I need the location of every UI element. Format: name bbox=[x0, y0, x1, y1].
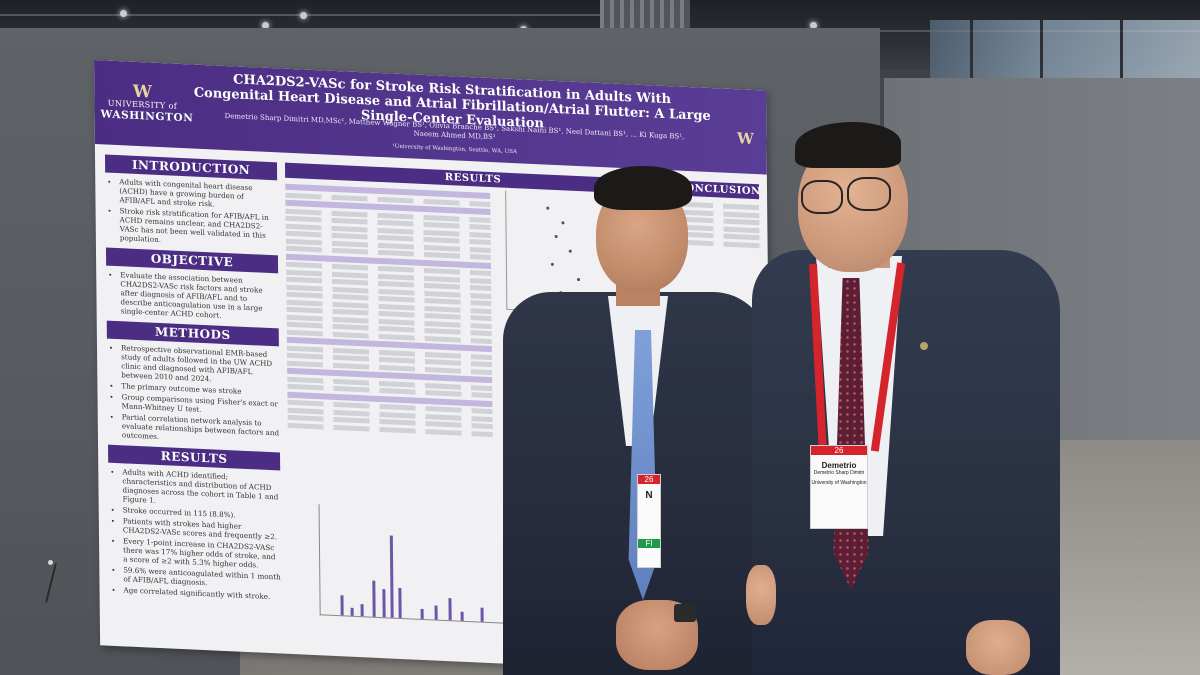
histogram-bar bbox=[434, 605, 438, 620]
navy-suit-jacket bbox=[752, 250, 1060, 675]
histogram-bar bbox=[448, 598, 452, 621]
list-item: Partial correlation network analysis to … bbox=[122, 412, 280, 446]
uw-logo-right: W bbox=[736, 129, 754, 148]
histogram-bar bbox=[360, 604, 364, 617]
histogram-bar bbox=[460, 611, 464, 621]
ceiling-light bbox=[120, 10, 127, 17]
histogram-bar bbox=[480, 607, 484, 622]
plot-point bbox=[568, 249, 572, 253]
badge-name: Demetrio bbox=[821, 461, 857, 470]
histogram-bar bbox=[389, 535, 394, 618]
conclusion-text bbox=[677, 201, 760, 248]
badge-year: 26 bbox=[811, 446, 867, 455]
ceiling-light bbox=[810, 22, 817, 29]
plot-point bbox=[546, 206, 550, 210]
plot-point bbox=[561, 221, 565, 225]
methods-list: Retrospective observational EMR-based st… bbox=[107, 343, 280, 447]
baseline-table bbox=[285, 183, 493, 437]
objective-heading: OBJECTIVE bbox=[105, 247, 279, 274]
list-item: Adults with congenital heart disease (AC… bbox=[119, 177, 277, 211]
glasses-left-lens bbox=[801, 180, 843, 214]
methods-heading: METHODS bbox=[106, 320, 279, 347]
badge-institution: University of Washington bbox=[811, 480, 867, 486]
uw-logo-bottom: WASHINGTON bbox=[100, 108, 194, 125]
window-mullion bbox=[970, 20, 973, 90]
plot-point bbox=[554, 234, 558, 239]
window-mullion bbox=[1040, 20, 1043, 90]
list-item: Adults with ACHD identified; characteris… bbox=[122, 467, 280, 510]
results-heading: RESULTS bbox=[108, 444, 281, 471]
plot-point bbox=[550, 262, 554, 266]
window-mullion bbox=[1120, 20, 1123, 90]
histogram-bar bbox=[382, 589, 386, 618]
lapel-pin bbox=[920, 342, 928, 350]
text-line bbox=[677, 239, 760, 248]
hair bbox=[795, 122, 901, 168]
push-pin bbox=[48, 560, 53, 565]
list-item: Retrospective observational EMR-based st… bbox=[121, 343, 279, 386]
histogram-bar bbox=[420, 608, 424, 620]
badge-full-name: Demetrio Sharp Dimitri bbox=[813, 470, 865, 476]
uw-logo: W UNIVERSITY of WASHINGTON bbox=[100, 82, 194, 125]
ceiling-light bbox=[300, 12, 307, 19]
list-item: Evaluate the association between CHA2DS2… bbox=[120, 270, 278, 322]
right-hand bbox=[966, 620, 1030, 675]
list-item: Stroke risk stratification for AFIB/AFL … bbox=[120, 206, 278, 249]
hair bbox=[594, 166, 692, 210]
name-badge: 26 Demetrio Demetrio Sharp Dimitri Unive… bbox=[810, 445, 868, 529]
glasses-right-lens bbox=[847, 177, 891, 211]
plot-point bbox=[577, 277, 581, 282]
list-item: Every 1-point increase in CHA2DS2-VASc t… bbox=[123, 536, 281, 570]
introduction-heading: INTRODUCTION bbox=[104, 154, 278, 181]
wristwatch bbox=[674, 604, 696, 622]
left-hand bbox=[746, 565, 776, 625]
badge-name-initial: N bbox=[645, 490, 653, 501]
histogram-bar bbox=[398, 587, 402, 619]
results-list: Adults with ACHD identified; characteris… bbox=[108, 467, 281, 602]
histogram-bar bbox=[372, 580, 376, 617]
histogram-bar bbox=[340, 595, 344, 616]
introduction-list: Adults with congenital heart disease (AC… bbox=[105, 177, 278, 250]
poster-left-column: INTRODUCTION Adults with congenital hear… bbox=[104, 154, 282, 643]
ceiling-light bbox=[262, 22, 269, 29]
histogram-bar bbox=[350, 607, 354, 616]
name-badge: 26 N FI bbox=[637, 474, 661, 568]
objective-list: Evaluate the association between CHA2DS2… bbox=[106, 270, 278, 323]
badge-year: 26 bbox=[638, 475, 660, 484]
badge-band: FI bbox=[638, 539, 660, 548]
